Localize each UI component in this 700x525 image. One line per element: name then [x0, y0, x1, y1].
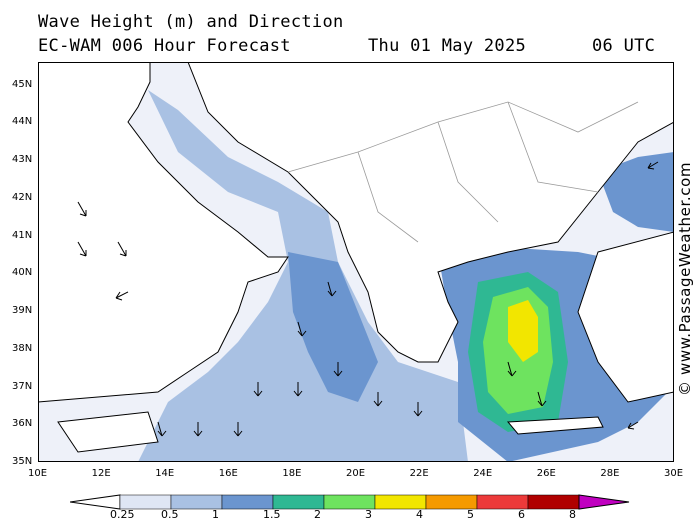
scale-right-arrow [578, 494, 630, 510]
scale-color-band [323, 494, 376, 510]
latitude-label: 41N [12, 229, 33, 241]
longitude-label: 26E [536, 468, 556, 479]
country-borders [287, 101, 639, 243]
scale-label: 4 [416, 508, 423, 521]
scale-label: 2 [314, 508, 321, 521]
longitude-label: 10E [28, 468, 48, 479]
map-frame [38, 62, 674, 462]
longitude-label: 18E [282, 468, 302, 479]
latitude-label: 38N [12, 342, 33, 354]
wave-direction-arrows [77, 161, 659, 437]
scale-color-band [272, 494, 325, 510]
longitude-label: 14E [155, 468, 175, 479]
latitude-label: 36N [12, 418, 33, 430]
wave-band-3 [508, 300, 538, 362]
land-italy [37, 61, 289, 403]
forecast-time: 06 UTC [592, 36, 656, 56]
scale-color-band [374, 494, 427, 510]
scale-color-band [476, 494, 529, 510]
chart-title: Wave Height (m) and Direction [38, 12, 344, 32]
copyright-credit: © www.PassageWeather.com [676, 161, 694, 396]
scale-label: 1 [212, 508, 219, 521]
longitude-label: 24E [473, 468, 493, 479]
color-scale [69, 494, 632, 510]
longitude-label: 30E [664, 468, 684, 479]
scale-color-band [425, 494, 478, 510]
forecast-model: EC-WAM 006 Hour Forecast [38, 36, 291, 56]
longitude-label: 16E [218, 468, 238, 479]
scale-color-band [170, 494, 223, 510]
scale-label: 8 [569, 508, 576, 521]
scale-label: 1.5 [263, 508, 281, 521]
scale-label: 5 [467, 508, 474, 521]
longitude-label: 28E [600, 468, 620, 479]
scale-label: 0.5 [161, 508, 179, 521]
map-canvas [37, 61, 675, 462]
wave-band-1-blacksea [598, 152, 674, 232]
longitude-label: 20E [346, 468, 366, 479]
longitude-label: 12E [91, 468, 111, 479]
scale-label: 6 [518, 508, 525, 521]
wave-band-1 [288, 252, 378, 402]
latitude-label: 42N [12, 191, 33, 203]
wave-map [37, 61, 675, 462]
latitude-label: 45N [12, 78, 33, 90]
scale-label: 0.25 [110, 508, 135, 521]
land-balkans [187, 61, 675, 363]
latitude-label: 44N [12, 116, 33, 128]
latitude-label: 43N [12, 154, 33, 166]
forecast-date: Thu 01 May 2025 [368, 36, 527, 56]
scale-color-band [221, 494, 274, 510]
latitude-label: 37N [12, 380, 33, 392]
land-sicily [57, 411, 159, 453]
latitude-label: 40N [12, 267, 33, 279]
scale-color-band [119, 494, 172, 510]
longitude-label: 22E [409, 468, 429, 479]
land-crete [506, 416, 604, 435]
scale-color-band [527, 494, 580, 510]
latitude-label: 35N [12, 456, 33, 467]
scale-left-arrow [69, 494, 121, 510]
latitude-label: 39N [12, 305, 33, 317]
scale-label: 3 [365, 508, 372, 521]
color-scale-bar [69, 494, 630, 510]
